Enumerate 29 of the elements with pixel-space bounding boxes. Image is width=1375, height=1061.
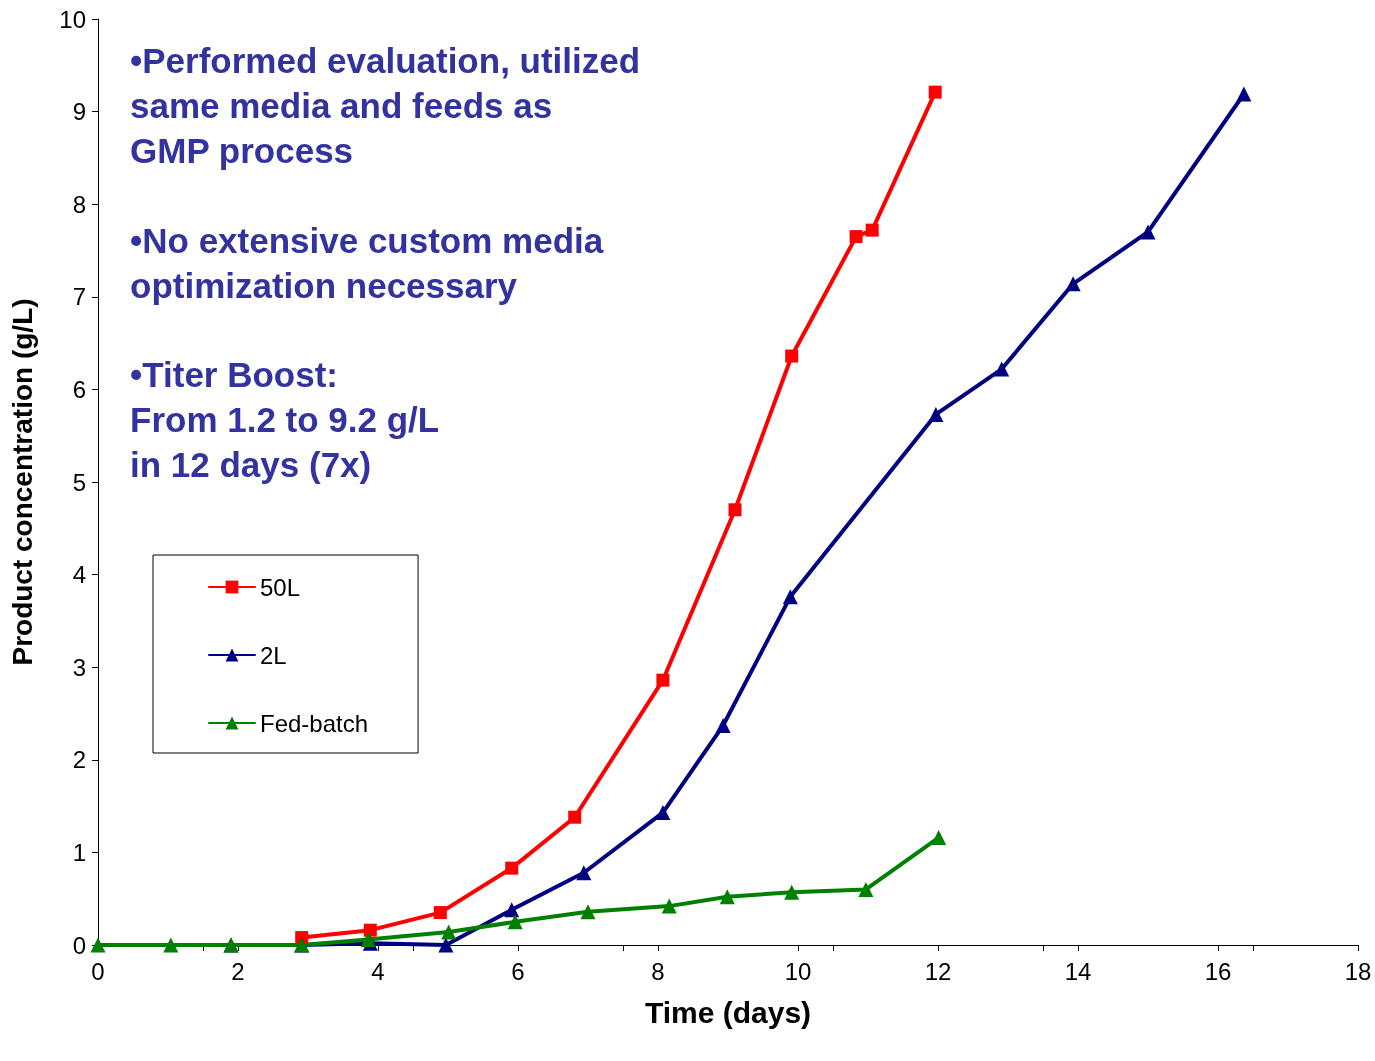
x-tick-label: 2 bbox=[231, 957, 245, 985]
y-tick-label: 8 bbox=[72, 190, 86, 218]
legend-label: Fed-batch bbox=[260, 709, 369, 737]
y-tick-label: 5 bbox=[72, 468, 86, 496]
y-axis-title: Product concentration (g/L) bbox=[6, 298, 38, 666]
x-tick-label: 14 bbox=[1064, 957, 1092, 985]
y-tick-label: 1 bbox=[72, 838, 86, 866]
x-tick-label: 4 bbox=[371, 957, 385, 985]
x-tick-label: 18 bbox=[1344, 957, 1372, 985]
annotation: •Performed evaluation, utilized same media and feeds as GMP process bbox=[130, 41, 641, 170]
annotation: •Titer Boost: From 1.2 to 9.2 g/L in 12 days (7x) bbox=[130, 355, 440, 484]
y-tick-label: 3 bbox=[72, 653, 86, 681]
y-tick-label: 10 bbox=[59, 5, 86, 33]
legend-label: 2L bbox=[260, 641, 287, 669]
y-tick-label: 9 bbox=[72, 98, 86, 126]
x-tick-label: 10 bbox=[784, 957, 812, 985]
x-tick-label: 8 bbox=[651, 957, 665, 985]
annotation: •No extensive custom media optimization necessary bbox=[130, 221, 604, 305]
legend-label: 50L bbox=[260, 573, 301, 601]
y-tick-label: 0 bbox=[72, 931, 86, 959]
x-tick-label: 6 bbox=[511, 957, 525, 985]
x-axis-title: Time (days) bbox=[644, 995, 812, 1029]
y-tick-label: 7 bbox=[72, 283, 86, 311]
x-tick-label: 16 bbox=[1204, 957, 1232, 985]
x-tick-label: 12 bbox=[924, 957, 952, 985]
y-tick-label: 6 bbox=[72, 375, 86, 403]
y-tick-label: 4 bbox=[72, 561, 86, 589]
y-tick-label: 2 bbox=[72, 746, 86, 774]
x-tick-label: 0 bbox=[91, 957, 105, 985]
